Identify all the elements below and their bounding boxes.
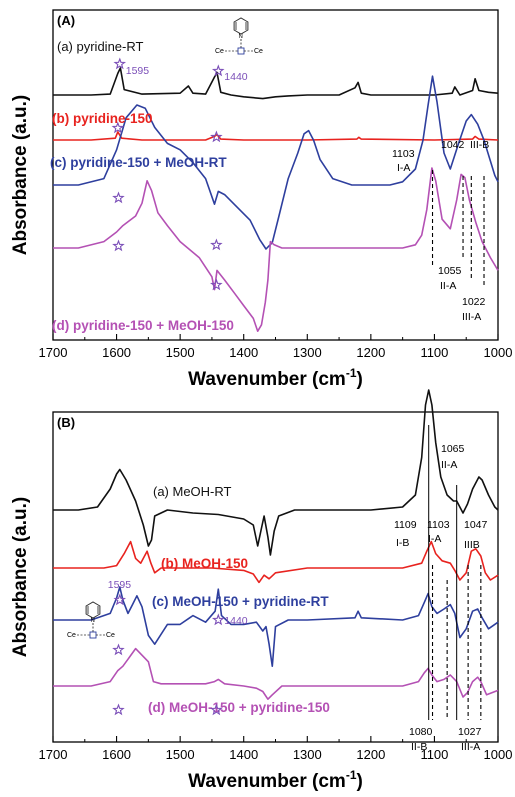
series-label: (c) pyridine-150 + MeOH-RT [50,155,227,170]
x-tick-label: 1600 [102,345,131,360]
star-marker [210,703,223,716]
peak-label: IIIB [464,539,480,551]
peak-label: 1047 [464,519,488,531]
series-line [53,131,499,141]
x-tick-label: 1700 [39,345,68,360]
series-label: (d) pyridine-150 + MeOH-150 [52,318,234,333]
series-line [53,647,499,700]
x-tick-label: 1000 [484,345,513,360]
peak-label: 1595 [126,65,150,77]
star-marker [113,593,127,606]
inset-label: Ce [67,632,76,639]
series-label: (a) pyridine-RT [57,39,144,54]
inset-label: N [91,618,95,624]
peak-label: I-A [428,533,441,545]
x-tick-label: 1200 [356,345,385,360]
peak-label: 1595 [108,579,132,591]
series-label: (c) MeOH-150 + pyridine-RT [152,594,329,609]
panel-label: (A) [57,13,75,28]
peak-label: I-A [397,162,410,174]
x-tick-label: 1700 [39,747,68,762]
x-tick-label: 1200 [356,747,385,762]
y-axis-title: Absorbance (a.u.) [10,95,31,255]
pyridine-ring-icon [85,601,101,619]
vacancy-box [237,47,245,55]
x-tick-label: 1000 [484,747,513,762]
x-tick-label: 1100 [420,345,448,360]
peak-label: 1109 [394,519,417,531]
peak-label: 1103 [427,519,450,531]
star-marker [210,238,223,251]
star-marker [112,191,125,204]
peak-label: 1080 [409,726,433,738]
series-label: (d) MeOH-150 + pyridine-150 [148,700,330,715]
series-line [53,67,499,100]
vacancy-box [89,631,97,639]
panel-a: 1700 1600 1500 1400 1300 1200 1100 1000 Wavenumb… [10,9,513,390]
pyridine-ring-icon [233,17,249,35]
peak-label: 1027 [458,726,482,738]
x-tick-label: 1100 [420,747,448,762]
y-axis-title: Absorbance (a.u.) [10,497,31,657]
peak-label: I-B [396,537,409,549]
peak-label: 1022 [462,296,486,308]
star-marker [211,64,225,77]
x-tick-label: 1600 [102,747,131,762]
x-tick-label: 1500 [166,747,195,762]
peak-label: III-A [461,741,480,753]
series-line [53,167,499,332]
inset-label: Ce [106,632,115,639]
star-marker [112,703,125,716]
x-tick-label: 1300 [293,345,322,360]
star-marker [111,121,125,134]
star-marker [113,57,127,70]
x-axis-title: Wavenumber (cm-1) [188,366,363,390]
x-tick-label: 1500 [166,345,195,360]
panel-b: 1700 1600 1500 1400 1300 1200 1100 1000 Wavenumb… [10,389,513,792]
star-marker [211,613,225,626]
series-label: (b) pyridine-150 [52,111,153,126]
inset-label: Ce [215,48,224,55]
peak-label: III-B [470,139,489,151]
series-label: (b) MeOH-150 [161,556,248,571]
series-line [53,586,499,667]
pyridine-ce-inset: N Ce Ce [215,17,263,55]
peak-label: 1055 [438,265,462,277]
pyridine-ce-inset: N Ce Ce [67,601,115,639]
inset-label: N [239,34,243,40]
peak-label: III-A [462,311,481,323]
star-marker [112,643,125,656]
series-line [53,75,499,250]
series-line [53,389,499,556]
x-tick-label: 1300 [293,747,322,762]
panel-label: (B) [57,415,75,430]
inset-label: Ce [254,48,263,55]
series-label: (a) MeOH-RT [153,484,232,499]
peak-label: II-A [441,459,457,471]
peak-label: 1440 [224,71,248,83]
star-marker [210,278,223,291]
peak-label: 1440 [224,615,248,627]
peak-label: 1103 [392,148,415,160]
star-marker [210,130,223,143]
peak-label: 1065 [441,443,465,455]
series-line [53,540,499,584]
peak-label: II-B [411,741,427,753]
peak-label: 1042 [441,139,465,151]
x-tick-label: 1400 [229,345,258,360]
x-tick-label: 1400 [229,747,258,762]
star-marker [112,239,125,252]
x-axis-title: Wavenumber (cm-1) [188,768,363,792]
peak-label: II-A [440,280,456,292]
